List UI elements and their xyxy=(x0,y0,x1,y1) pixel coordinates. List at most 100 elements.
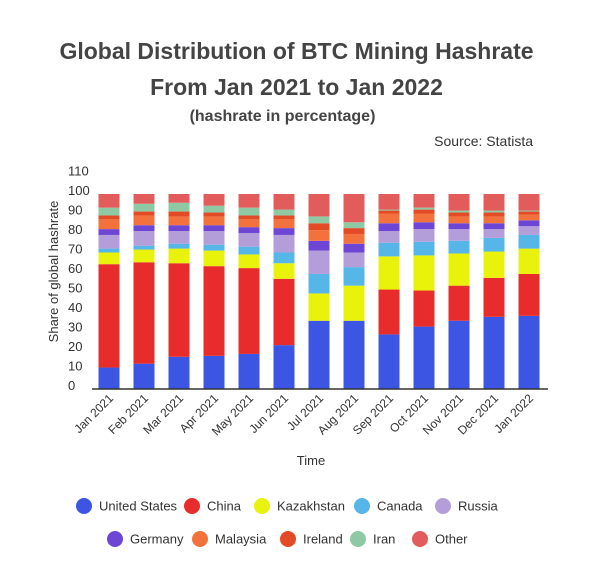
y-tick-label: 10 xyxy=(68,359,82,374)
bar-segment-china xyxy=(203,266,225,356)
bar-segment-canada xyxy=(238,246,260,255)
bar-segment-iran xyxy=(203,205,225,213)
bar-segment-malaysia xyxy=(413,213,435,223)
legend-label-united-states: United States xyxy=(99,499,178,514)
bar-segment-germany xyxy=(518,220,540,227)
bar-segment-other xyxy=(448,194,470,211)
bar-segment-other xyxy=(518,194,540,211)
bar-segment-iran xyxy=(168,202,190,212)
bar-segment-china xyxy=(133,262,155,364)
bar-segment-kazakhstan xyxy=(413,255,435,291)
bar-segment-other xyxy=(98,194,120,208)
bar-segment-iran xyxy=(98,207,120,216)
bar-segment-iran xyxy=(133,203,155,212)
bar-segment-russia xyxy=(133,231,155,246)
bar-segment-malaysia xyxy=(448,216,470,224)
y-tick-label: 50 xyxy=(68,281,82,296)
bar-segment-other xyxy=(203,194,225,206)
bar-segment-iran xyxy=(343,222,365,229)
y-tick-label: 110 xyxy=(68,164,89,179)
chart-title-line1: Global Distribution of BTC Mining Hashra… xyxy=(59,38,534,64)
legend-swatch-ireland xyxy=(280,531,296,547)
bar-segment-china xyxy=(273,278,295,346)
bar-segment-russia xyxy=(308,250,330,274)
y-axis-label: Share of global hashrate xyxy=(46,201,61,343)
bar-segment-russia xyxy=(238,233,260,247)
bar-segment-iran xyxy=(238,207,260,216)
bar-segment-ireland xyxy=(448,212,470,217)
bar-segment-russia xyxy=(168,231,190,244)
legend-label-kazakhstan: Kazakhstan xyxy=(277,499,345,514)
legend-label-other: Other xyxy=(435,532,468,547)
bar-segment-china xyxy=(168,263,190,357)
bar-segment-kazakhstan xyxy=(273,263,295,279)
bar-segment-germany xyxy=(343,243,365,253)
bar-segment-canada xyxy=(483,237,505,252)
bar-segment-other xyxy=(378,194,400,210)
bar-segment-china xyxy=(413,290,435,327)
bar-segment-iran xyxy=(518,210,540,212)
y-tick-label: 0 xyxy=(68,378,75,393)
bar-segment-russia xyxy=(203,231,225,245)
chart-title-line2: From Jan 2021 to Jan 2022 xyxy=(150,74,443,100)
bar-segment-kazakhstan xyxy=(448,253,470,286)
bar-segment-iran xyxy=(448,210,470,213)
bar-segment-malaysia xyxy=(133,215,155,226)
bar-segment-germany xyxy=(448,223,470,230)
bar-segment-other xyxy=(343,194,365,223)
bar-segment-kazakhstan xyxy=(378,256,400,290)
bar-segment-germany xyxy=(238,227,260,233)
legend-swatch-iran xyxy=(350,531,366,547)
bar-segment-other xyxy=(483,194,505,211)
bar-segment-malaysia xyxy=(378,213,400,224)
bar-segment-russia xyxy=(483,229,505,238)
bar-segment-germany xyxy=(203,225,225,232)
x-tick-label: Jan 2022 xyxy=(491,391,536,436)
bar-segment-canada xyxy=(518,234,540,249)
bar-segment-malaysia xyxy=(203,216,225,226)
bar-segment-china xyxy=(238,268,260,354)
bar-segment-canada xyxy=(308,273,330,294)
bar-segment-canada xyxy=(273,252,295,264)
bar-segment-germany xyxy=(98,229,120,235)
bar-segment-malaysia xyxy=(168,216,190,226)
y-tick-label: 90 xyxy=(68,203,82,218)
bar-segment-ireland xyxy=(343,228,365,234)
bar-segment-china xyxy=(483,277,505,317)
bar-segment-china xyxy=(518,273,540,316)
bar-segment-united-states xyxy=(203,355,225,389)
legend-label-ireland: Ireland xyxy=(303,532,343,547)
bar-segment-united-states xyxy=(98,367,120,389)
bar-segment-russia xyxy=(98,234,120,249)
bar-segment-canada xyxy=(168,243,190,249)
bar-segment-ireland xyxy=(413,209,435,214)
legend-swatch-russia xyxy=(435,498,451,514)
legend-swatch-kazakhstan xyxy=(254,498,270,514)
bar-segment-germany xyxy=(168,225,190,232)
bar-segment-ireland xyxy=(308,223,330,231)
bar-segment-other xyxy=(273,194,295,210)
bar-segment-united-states xyxy=(238,353,260,389)
bar-segment-ireland xyxy=(203,212,225,217)
bar-segment-iran xyxy=(483,210,505,213)
bar-segment-china xyxy=(98,264,120,368)
bar-segment-united-states xyxy=(273,345,295,389)
y-tick-label: 30 xyxy=(68,320,82,335)
bar-segment-russia xyxy=(518,226,540,235)
bar-segment-iran xyxy=(273,209,295,216)
bar-segment-united-states xyxy=(448,320,470,389)
bar-segment-germany xyxy=(413,222,435,230)
bar-segment-ireland xyxy=(483,212,505,217)
bar-segment-kazakhstan xyxy=(203,250,225,267)
bar-segment-ireland xyxy=(238,215,260,220)
bar-segment-russia xyxy=(273,234,295,253)
bar-segment-united-states xyxy=(518,315,540,389)
bar-segment-united-states xyxy=(483,316,505,389)
bar-segment-canada xyxy=(413,241,435,256)
legend-label-germany: Germany xyxy=(130,532,184,547)
bar-segment-ireland xyxy=(133,211,155,216)
y-tick-label: 20 xyxy=(68,339,82,354)
bar-segment-canada xyxy=(343,267,365,286)
bar-segment-canada xyxy=(203,244,225,251)
bar-segment-ireland xyxy=(168,211,190,217)
